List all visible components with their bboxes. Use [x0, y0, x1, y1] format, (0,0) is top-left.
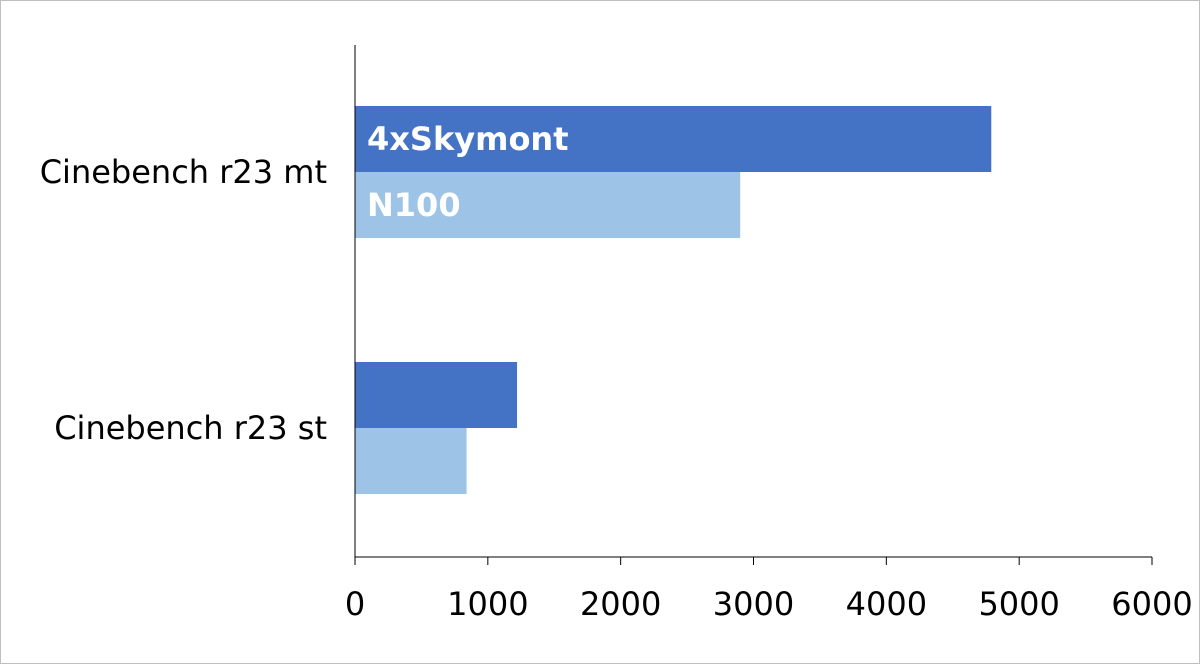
- series-label-n100: N100: [367, 186, 461, 224]
- bars-layer: [355, 106, 992, 494]
- labels-layer: 4xSkymont N100 Cinebench r23 mt Cinebench r…: [40, 120, 569, 447]
- bar-4xskymont-cinebench-r23-st: [355, 362, 518, 428]
- x-tick-label-6000: 6000: [1111, 585, 1192, 623]
- x-tick-label-1000: 1000: [447, 585, 528, 623]
- bar-n100-cinebench-r23-mt: [355, 172, 741, 238]
- x-tick-label-3000: 3000: [713, 585, 794, 623]
- x-tick-label-0: 0: [345, 585, 365, 623]
- x-tick-label-4000: 4000: [846, 585, 927, 623]
- bar-n100-cinebench-r23-st: [355, 428, 467, 494]
- series-label-4xskymont: 4xSkymont: [367, 120, 569, 158]
- x-tick-label-5000: 5000: [978, 585, 1059, 623]
- axis-layer: 0 1000 2000 3000 4000 5000 6000: [345, 45, 1193, 623]
- category-label-cinebench-r23-mt: Cinebench r23 mt: [40, 153, 327, 191]
- category-label-cinebench-r23-st: Cinebench r23 st: [54, 409, 327, 447]
- bar-4xskymont-cinebench-r23-mt: [355, 106, 992, 172]
- x-tick-label-2000: 2000: [580, 585, 661, 623]
